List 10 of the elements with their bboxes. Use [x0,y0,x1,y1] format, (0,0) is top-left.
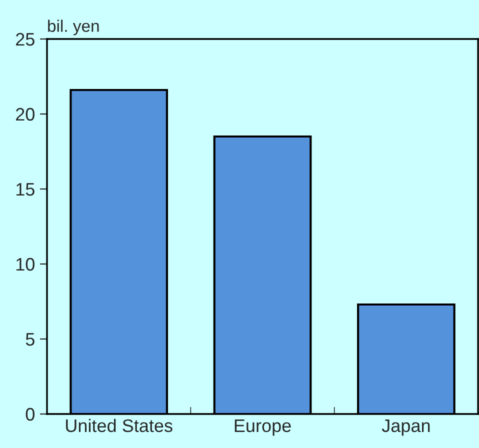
x-tick-label: United States [66,418,172,432]
y-tick-label: 15 [16,183,34,196]
y-tick-label: 5 [26,333,34,346]
y-tick-label: 20 [16,108,34,121]
y-tick-label: 10 [16,258,34,271]
x-tick-label: Japan [382,420,430,436]
y-tick-label: 0 [26,408,34,421]
y-tick-label: 25 [16,32,34,46]
y-axis-title: bil. yen [48,20,99,36]
x-tick-label: Europe [234,420,291,436]
